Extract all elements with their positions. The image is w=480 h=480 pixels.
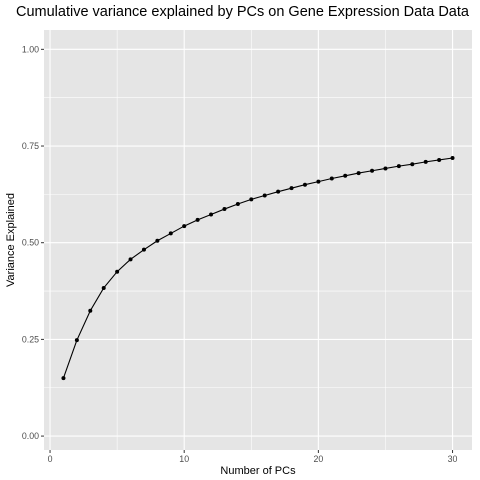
- minor-gridlines: [44, 30, 472, 450]
- data-point: [115, 269, 120, 274]
- y-tick-label: 0.75: [22, 141, 39, 151]
- data-point: [329, 176, 334, 181]
- x-tick-label: 10: [179, 454, 189, 464]
- chart-title: Cumulative variance explained by PCs on …: [16, 4, 470, 20]
- x-axis: 0 10 20 30: [48, 450, 458, 464]
- data-point: [195, 217, 200, 222]
- data-point: [370, 168, 375, 173]
- data-point: [423, 159, 428, 164]
- data-point: [88, 308, 93, 313]
- data-point: [61, 376, 66, 381]
- x-tick-label: 20: [313, 454, 323, 464]
- data-point: [343, 173, 348, 178]
- data-point: [437, 157, 442, 162]
- data-point: [141, 247, 146, 252]
- data-point: [128, 257, 133, 262]
- data-point: [410, 162, 415, 167]
- data-point: [302, 182, 307, 187]
- y-tick-label: 0.00: [22, 431, 39, 441]
- data-point: [262, 193, 267, 198]
- data-point: [235, 202, 240, 207]
- data-point: [289, 186, 294, 191]
- data-point: [450, 156, 455, 161]
- data-point: [316, 179, 321, 184]
- data-point: [101, 285, 106, 290]
- data-point: [383, 166, 388, 171]
- data-point: [276, 189, 281, 194]
- data-point: [74, 338, 79, 343]
- y-axis: 0.00 0.25 0.50 0.75 1.00: [22, 44, 44, 441]
- data-point: [168, 231, 173, 236]
- data-point: [209, 212, 214, 217]
- x-tick-label: 0: [48, 454, 53, 464]
- data-point: [396, 164, 401, 169]
- data-point: [155, 238, 160, 243]
- data-point: [249, 197, 254, 202]
- y-tick-label: 0.50: [22, 238, 39, 248]
- y-tick-label: 0.25: [22, 334, 39, 344]
- y-tick-label: 1.00: [22, 44, 39, 54]
- x-axis-title: Number of PCs: [220, 465, 296, 477]
- plot-panel: [44, 30, 472, 450]
- major-gridlines: [44, 30, 472, 450]
- data-series: [61, 156, 455, 381]
- y-axis-title: Variance Explained: [5, 193, 17, 287]
- x-tick-label: 30: [448, 454, 458, 464]
- series-line: [62, 157, 453, 379]
- data-point: [182, 224, 187, 229]
- data-point: [222, 207, 227, 212]
- data-point: [356, 171, 361, 176]
